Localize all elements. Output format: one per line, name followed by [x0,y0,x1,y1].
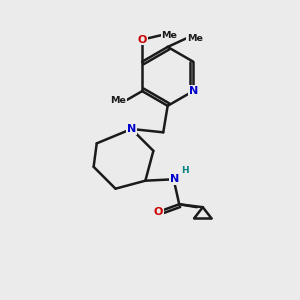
Text: O: O [137,34,147,45]
Text: Me: Me [110,96,126,105]
Text: N: N [127,124,136,134]
Text: Me: Me [187,34,203,43]
Text: H: H [181,167,188,176]
Text: N: N [189,86,198,96]
Text: O: O [153,208,163,218]
Text: Me: Me [162,31,178,40]
Text: N: N [170,174,179,184]
